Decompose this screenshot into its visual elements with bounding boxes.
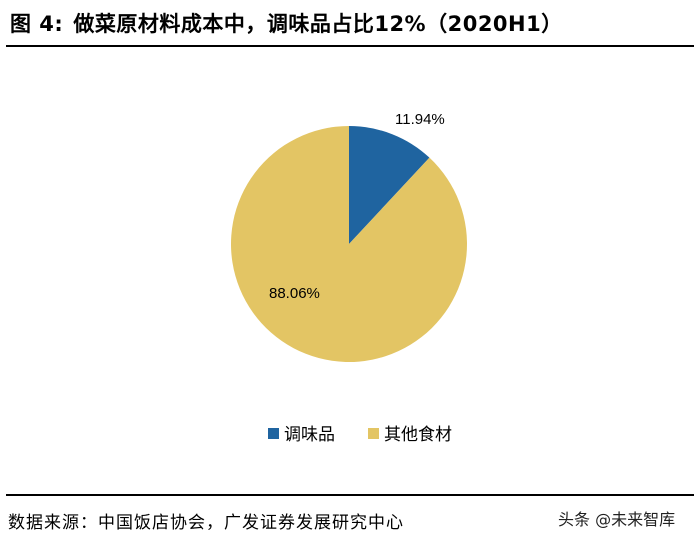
legend-swatch-seasoning [268, 428, 279, 439]
legend-label-other-ingredients: 其他食材 [384, 425, 452, 445]
pie-slice-other-ingredients [231, 126, 467, 362]
figure-label: 图 4: [10, 12, 64, 36]
watermark: 头条 @未来智库 [558, 510, 676, 529]
data-label-seasoning: 11.94% [395, 111, 445, 128]
legend-label-seasoning: 调味品 [284, 425, 335, 445]
figure-title: 图 4: 做菜原材料成本中，调味品占比12%（2020H1） [10, 8, 563, 38]
legend-swatch-other-ingredients [368, 428, 379, 439]
source-note: 数据来源：中国饭店协会，广发证券发展研究中心 [8, 513, 404, 533]
figure-title-text: 做菜原材料成本中，调味品占比12%（2020H1） [73, 12, 563, 36]
data-label-other-ingredients: 88.06% [269, 285, 320, 302]
title-rule [6, 45, 694, 47]
pie-slice-seasoning [349, 126, 430, 244]
source-rule [6, 494, 694, 496]
